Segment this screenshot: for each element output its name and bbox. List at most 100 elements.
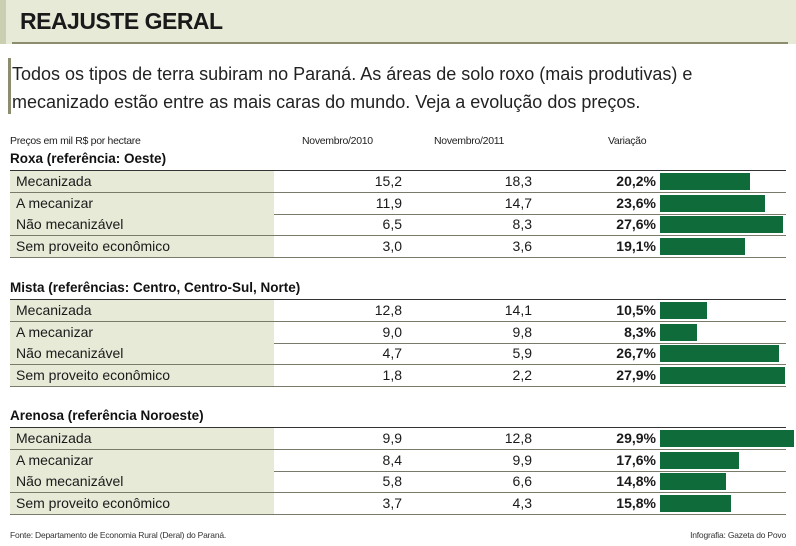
table-row: Não mecanizável 5,8 6,6 14,8% (10, 471, 786, 493)
variation-bar (660, 216, 783, 233)
row-label-shade (10, 428, 274, 449)
variation-bar (660, 366, 785, 384)
value-2011: 14,1 (504, 302, 532, 318)
row-label-shade (10, 192, 274, 214)
variation-bar (660, 237, 745, 255)
row-label: Sem proveito econômico (16, 494, 171, 511)
row-label: Mecanizada (16, 173, 92, 189)
group-title: Roxa (referência: Oeste) (10, 151, 167, 166)
row-divider (10, 492, 786, 493)
variation-label: 10,5% (616, 302, 656, 318)
variation-bar (660, 345, 779, 362)
value-2011: 8,3 (512, 216, 532, 232)
table-row: A mecanizar 9,0 9,8 8,3% (10, 321, 786, 344)
table-row: A mecanizar 11,9 14,7 23,6% (10, 192, 786, 215)
table-row: A mecanizar 8,4 9,9 17,6% (10, 449, 786, 472)
variation-label: 29,9% (616, 430, 656, 446)
row-divider (10, 321, 786, 322)
row-label-shade (10, 321, 274, 343)
value-2010: 3,7 (382, 494, 402, 511)
intro-accent-rule (8, 58, 11, 114)
variation-bar (660, 473, 726, 490)
row-divider (10, 235, 786, 236)
value-2011: 9,9 (512, 451, 532, 468)
row-label: A mecanizar (16, 323, 94, 340)
row-divider (10, 470, 786, 472)
credit-note: Infografia: Gazeta do Povo (690, 530, 786, 540)
title-rule (12, 42, 788, 44)
value-2010: 9,9 (382, 430, 402, 446)
row-divider (10, 449, 786, 450)
variation-label: 15,8% (616, 494, 656, 511)
row-divider (10, 342, 786, 344)
variation-bar (660, 451, 739, 469)
group-title: Mista (referências: Centro, Centro-Sul, … (10, 280, 301, 295)
row-label: Sem proveito econômico (16, 237, 171, 254)
table-row: Mecanizada 9,9 12,8 29,9% (10, 428, 794, 450)
row-label-shade (10, 300, 274, 321)
row-label: Não mecanizável (16, 216, 124, 232)
value-2010: 5,8 (382, 473, 402, 489)
variation-label: 26,7% (616, 345, 656, 361)
title-bar: REAJUSTE GERAL (0, 0, 796, 44)
table-row: Sem proveito econômico 1,8 2,2 27,9% (10, 364, 786, 387)
value-2010: 15,2 (374, 173, 402, 189)
table-row: Sem proveito econômico 3,0 3,6 19,1% (10, 235, 786, 258)
row-divider (10, 192, 786, 193)
row-label-shade (10, 449, 274, 471)
value-2010: 9,0 (382, 323, 402, 340)
group-title: Arenosa (referência Noroeste) (10, 408, 204, 423)
value-2010: 1,8 (382, 366, 402, 383)
value-2011: 3,6 (512, 237, 532, 254)
value-2011: 6,6 (512, 473, 532, 489)
table-row: Mecanizada 15,2 18,3 20,2% (10, 171, 786, 193)
value-2011: 4,3 (512, 494, 532, 511)
row-label-shade (10, 171, 274, 192)
intro-text: Todos os tipos de terra subiram no Paran… (12, 64, 693, 112)
row-label-shade (10, 364, 274, 386)
row-label: Não mecanizável (16, 473, 124, 489)
row-divider (10, 513, 786, 515)
variation-label: 20,2% (616, 173, 656, 189)
table-row: Mecanizada 12,8 14,1 10,5% (10, 300, 786, 322)
column-header-variation: Variação (608, 135, 647, 147)
value-2011: 2,2 (512, 366, 532, 383)
value-2010: 4,7 (382, 345, 402, 361)
row-divider (10, 213, 786, 215)
value-2010: 8,4 (382, 451, 402, 468)
row-label: Mecanizada (16, 302, 92, 318)
page-title: REAJUSTE GERAL (20, 8, 223, 34)
row-divider (10, 256, 786, 258)
row-label-shade (10, 235, 274, 257)
table-row: Sem proveito econômico 3,7 4,3 15,8% (10, 492, 786, 515)
variation-bar (660, 302, 707, 319)
value-2011: 5,9 (512, 345, 532, 361)
variation-label: 8,3% (624, 323, 656, 340)
row-label: A mecanizar (16, 194, 94, 211)
variation-label: 17,6% (616, 451, 656, 468)
column-header-2011: Novembro/2011 (434, 135, 505, 147)
group-rule (10, 170, 786, 171)
variation-label: 27,9% (616, 366, 656, 383)
row-divider (10, 385, 786, 387)
row-label-shade (10, 214, 274, 235)
variation-bar (660, 430, 794, 447)
variation-label: 19,1% (616, 237, 656, 254)
row-label: Não mecanizável (16, 345, 124, 361)
variation-bar (660, 323, 697, 341)
value-2010: 11,9 (375, 194, 402, 211)
group-rule (10, 299, 786, 300)
value-2011: 18,3 (504, 173, 532, 189)
table-row: Não mecanizável 6,5 8,3 27,6% (10, 214, 786, 236)
variation-bar (660, 194, 765, 212)
row-label-shade (10, 492, 274, 514)
table-row: Não mecanizável 4,7 5,9 26,7% (10, 343, 786, 365)
row-label: Sem proveito econômico (16, 366, 171, 383)
row-label: A mecanizar (16, 451, 94, 468)
value-2011: 14,7 (504, 194, 532, 211)
row-label-shade (10, 343, 274, 364)
variation-label: 14,8% (616, 473, 656, 489)
source-note: Fonte: Departamento de Economia Rural (D… (10, 530, 227, 540)
row-label-shade (10, 471, 274, 492)
column-header-2010: Novembro/2010 (302, 135, 373, 147)
